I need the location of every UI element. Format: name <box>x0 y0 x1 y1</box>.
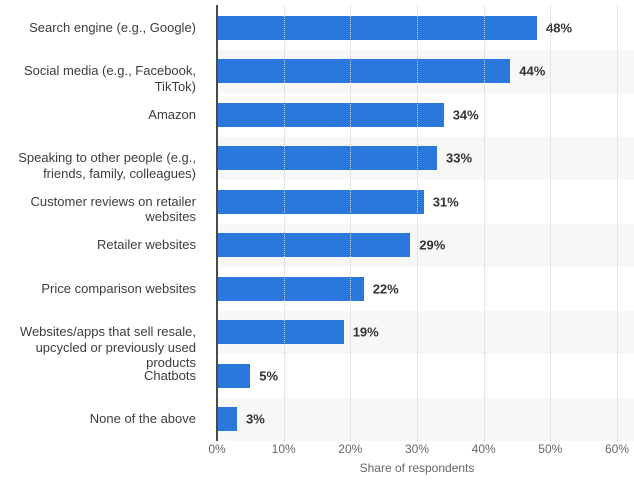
value-label: 29% <box>419 237 446 253</box>
bar[interactable] <box>217 102 444 127</box>
plot-row-background: 29% <box>217 223 634 267</box>
chart-row: Amazon 34% <box>0 93 634 137</box>
x-tick-label: 10% <box>271 442 296 456</box>
value-label: 22% <box>372 281 399 297</box>
category-label-cell: None of the above <box>0 398 217 442</box>
bar[interactable] <box>217 363 251 388</box>
category-label: Price comparison websites <box>41 280 196 296</box>
category-label-cell: Search engine (e.g., Google) <box>0 6 217 50</box>
bar[interactable] <box>217 59 511 84</box>
value-label: 5% <box>259 368 279 384</box>
category-label-cell: Customer reviews on retailer websites <box>0 180 217 225</box>
plot-row-background: 44% <box>217 49 634 93</box>
value-label: 34% <box>452 107 479 123</box>
category-label: Retailer websites <box>97 237 196 253</box>
chart-row: Websites/apps that sell resale, upcycled … <box>0 310 634 370</box>
x-tick-label: 40% <box>471 442 496 456</box>
plot-row-background: 33% <box>217 136 634 180</box>
x-axis-ticks: 0% 10% 20% 30% 40% 50% 60% <box>0 442 634 456</box>
plot-row-background: 31% <box>217 180 634 224</box>
category-label-cell: Retailer websites <box>0 224 217 268</box>
chart-row: Speaking to other people (e.g., friends, … <box>0 136 634 181</box>
x-tick-label: 50% <box>538 442 563 456</box>
x-tick-label: 0% <box>208 442 226 456</box>
category-label-cell: Websites/apps that sell resale, upcycled … <box>0 311 217 370</box>
chart-rows: Search engine (e.g., Google) 48% Social me… <box>0 6 634 441</box>
bar[interactable] <box>217 189 424 214</box>
category-label-cell: Speaking to other people (e.g., friends, … <box>0 137 217 181</box>
category-label-cell: Social media (e.g., Facebook, TikTok) <box>0 50 217 94</box>
category-label: Speaking to other people (e.g., friends, … <box>18 150 196 181</box>
plot-row-background: 5% <box>217 354 634 398</box>
chart-row: Chatbots 5% <box>0 354 634 398</box>
chart-row: Customer reviews on retailer websites 31% <box>0 180 634 224</box>
category-label-cell: Amazon <box>0 93 217 137</box>
bar[interactable] <box>217 146 437 171</box>
value-label: 33% <box>446 150 473 166</box>
value-label: 19% <box>352 324 379 340</box>
category-label: Social media (e.g., Facebook, TikTok) <box>24 63 196 94</box>
plot-row-background: 19% <box>217 310 634 354</box>
category-label-cell: Chatbots <box>0 354 217 398</box>
bar[interactable] <box>217 15 537 40</box>
y-axis-line <box>216 5 218 441</box>
value-label: 44% <box>519 63 546 79</box>
chart-row: Retailer websites 29% <box>0 223 634 268</box>
plot-row-background: 48% <box>217 6 634 50</box>
value-label: 48% <box>546 20 573 36</box>
category-label: Chatbots <box>143 367 196 383</box>
x-tick-label: 20% <box>338 442 363 456</box>
category-label: Websites/apps that sell resale, upcycled … <box>19 324 196 371</box>
bar[interactable] <box>217 276 364 301</box>
x-axis-title: Share of respondents <box>359 461 475 475</box>
chart-row: Social media (e.g., Facebook, TikTok) 44% <box>0 49 634 94</box>
bar[interactable] <box>217 233 411 258</box>
x-tick-label: 30% <box>404 442 430 456</box>
x-tick-label: 60% <box>604 442 630 456</box>
category-label: None of the above <box>89 411 196 427</box>
value-label: 31% <box>432 194 459 210</box>
category-label: Search engine (e.g., Google) <box>29 19 196 35</box>
chart-row: Price comparison websites 22% <box>0 267 634 311</box>
plot-row-background: 3% <box>217 397 634 441</box>
value-label: 3% <box>246 411 265 427</box>
category-label-cell: Price comparison websites <box>0 267 217 311</box>
chart-row: Search engine (e.g., Google) 48% <box>0 6 634 50</box>
bar[interactable] <box>217 320 344 345</box>
category-label: Amazon <box>148 106 196 122</box>
chart-row: None of the above 3% <box>0 397 634 442</box>
category-label: Customer reviews on retailer websites <box>30 193 196 225</box>
plot-row-background: 22% <box>217 267 634 311</box>
bar[interactable] <box>217 407 237 432</box>
plot-row-background: 34% <box>217 93 634 137</box>
